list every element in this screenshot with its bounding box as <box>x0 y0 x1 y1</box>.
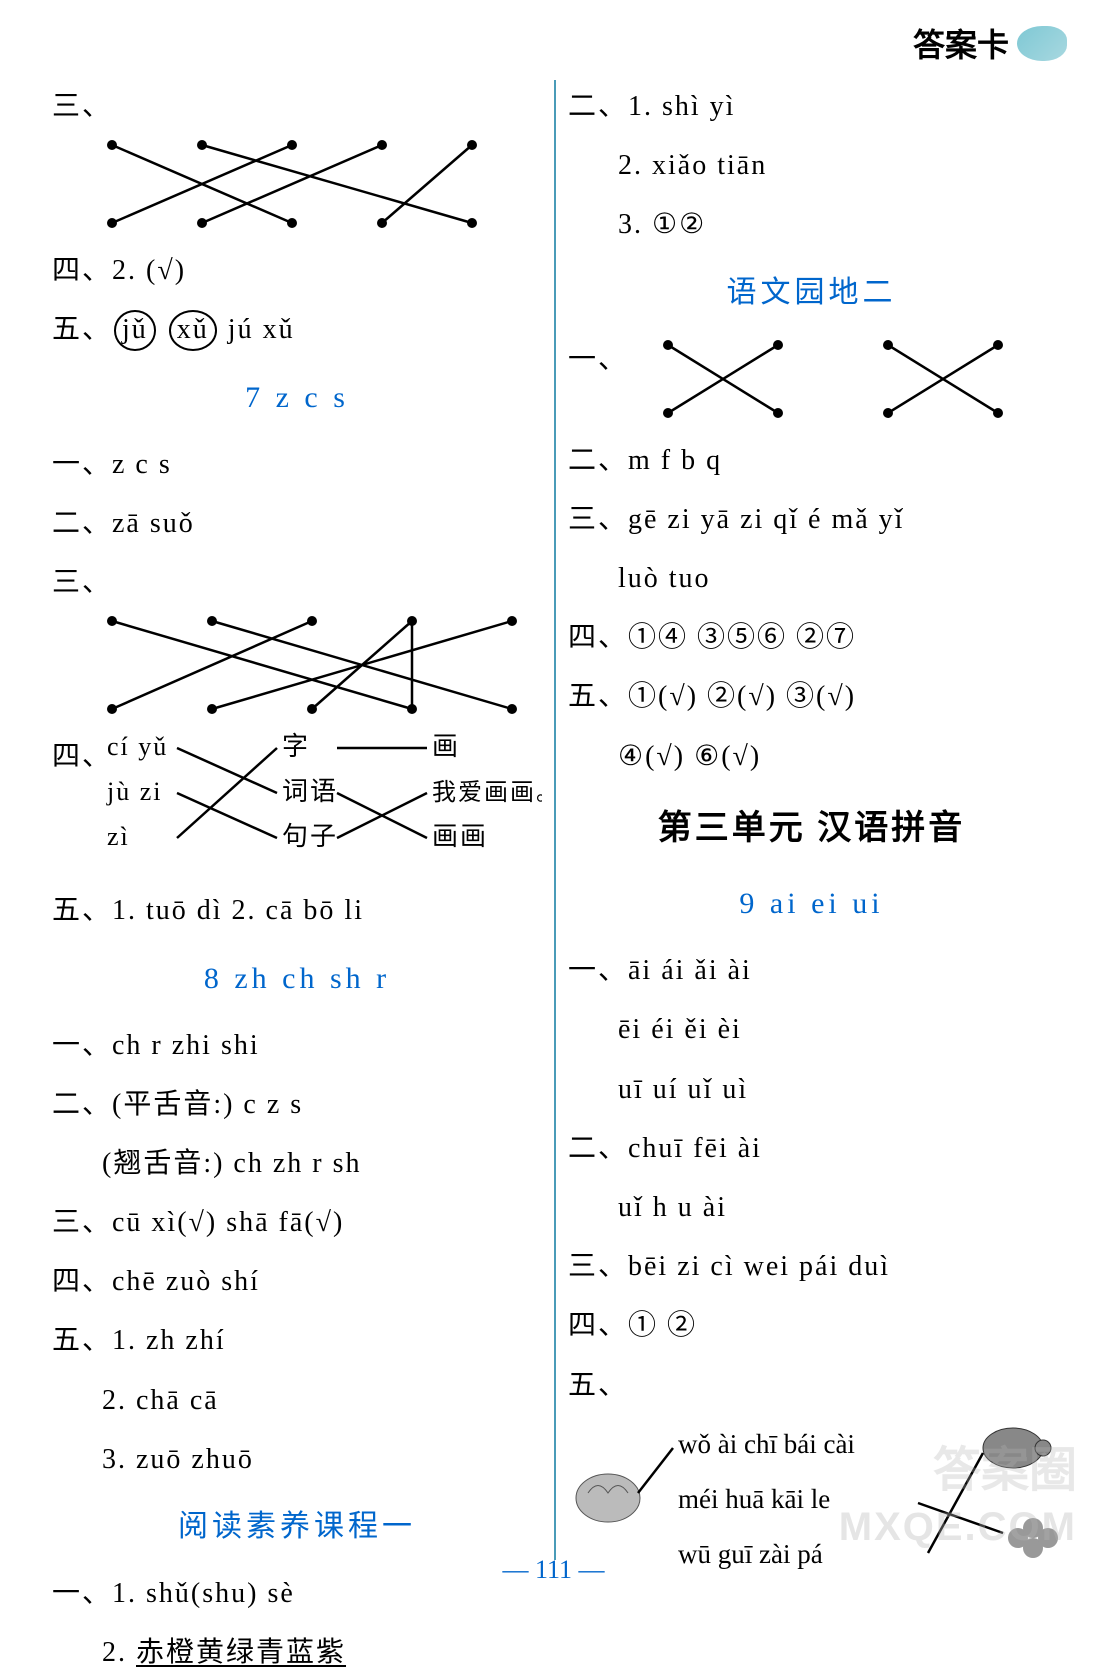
s9-q1c: uī uí uǐ uì <box>568 1063 1055 1116</box>
s8-q5b: 2. chā cā <box>52 1374 542 1427</box>
g2-q3b: luò tuo <box>568 552 1055 605</box>
s9-q2b: uǐ h u ài <box>568 1181 1055 1234</box>
right-column: 二、1. shì yì 2. xiǎo tiān 3. ①② 语文园地二 一、 … <box>556 80 1067 1560</box>
g2-q5b: ④(√) ⑥(√) <box>568 730 1055 783</box>
svg-text:字: 字 <box>282 732 310 761</box>
s7-q2: 二、zā suǒ <box>52 497 542 550</box>
cross-diagram-2 <box>52 609 542 724</box>
s8-q4: 四、chē zuò shí <box>52 1255 542 1308</box>
g2-q2: 二、m f b q <box>568 434 1055 487</box>
q3-label: 三、 <box>52 80 542 238</box>
reading-title: 阅读素养课程一 <box>52 1498 542 1555</box>
s9-q5: 五、 <box>568 1359 1055 1412</box>
svg-text:cí yǔ: cí yǔ <box>107 732 168 761</box>
s8-q1: 一、ch r zhi shi <box>52 1019 542 1072</box>
svg-text:jù zi: jù zi <box>106 777 163 806</box>
section-8-title: 8 zh ch sh r <box>52 950 542 1007</box>
s9-q1a: 一、āi ái ǎi ài <box>568 944 1055 997</box>
g2-q4: 四、①④ ③⑤⑥ ②⑦ <box>568 611 1055 664</box>
s8-q2b: (翘舌音:) ch zh r sh <box>52 1137 542 1190</box>
svg-text:画画: 画画 <box>432 822 488 851</box>
r-q2a: 二、1. shì yì <box>568 80 1055 133</box>
section-9-title: 9 ai ei ui <box>568 875 1055 932</box>
s7-q1: 一、z c s <box>52 438 542 491</box>
r-q2c: 3. ①② <box>568 198 1055 251</box>
s9-q4: 四、① ② <box>568 1299 1055 1352</box>
r-q2b: 2. xiǎo tiān <box>568 139 1055 192</box>
circled-xu: xǔ <box>169 310 217 350</box>
word-diagram: cí yǔ jù zi zì 字词语句子 画我爱画画。画画 <box>52 730 542 860</box>
s8-q3: 三、cū xì(√) shā fā(√) <box>52 1196 542 1249</box>
svg-text:我爱画画。: 我爱画画。 <box>432 779 542 806</box>
content: 三、 四、2. (√) 五、jǔ xǔ jú xǔ 7 z c s 一、z c … <box>0 0 1107 1600</box>
g2-q5a: 五、①(√) ②(√) ③(√) <box>568 670 1055 723</box>
r-q1b: 2. 赤橙黄绿青蓝紫 <box>52 1626 542 1679</box>
garden2-title: 语文园地二 <box>568 264 1055 321</box>
watermark-en: MXQE.COM <box>839 1505 1077 1550</box>
q4: 四、2. (√) <box>52 244 542 297</box>
left-column: 三、 四、2. (√) 五、jǔ xǔ jú xǔ 7 z c s 一、z c … <box>40 80 556 1560</box>
section-7-title: 7 z c s <box>52 369 542 426</box>
s9-q1b: ēi éi ěi èi <box>568 1003 1055 1056</box>
circled-ju: jǔ <box>114 310 156 350</box>
cross-diagram-1 <box>52 133 542 238</box>
g2-q3a: 三、gē zi yā zi qǐ é mǎ yǐ <box>568 493 1055 546</box>
q5: 五、jǔ xǔ jú xǔ <box>52 303 542 356</box>
svg-text:画: 画 <box>432 732 460 761</box>
s8-q5a: 五、1. zh zhí <box>52 1314 542 1367</box>
cloud-icon <box>1017 26 1067 61</box>
svg-text:词语: 词语 <box>282 777 338 806</box>
g2-q1: 一、 <box>568 333 1055 428</box>
header: 答案卡 <box>913 20 1067 66</box>
s8-q5c: 3. zuō zhuō <box>52 1433 542 1486</box>
watermark-cn: 答案圈 <box>933 1430 1077 1500</box>
svg-text:zì: zì <box>107 822 130 851</box>
s9-q2a: 二、chuī fēi ài <box>568 1122 1055 1175</box>
cross-diagram-3b <box>848 333 1038 428</box>
svg-text:wǒ ài chī bái cài: wǒ ài chī bái cài <box>678 1429 855 1459</box>
header-title: 答案卡 <box>913 20 1009 66</box>
svg-text:méi huā kāi le: méi huā kāi le <box>678 1484 830 1514</box>
s7-q3: 三、 <box>52 556 542 724</box>
s9-q3: 三、bēi zi cì wei pái duì <box>568 1240 1055 1293</box>
s7-q4: 四、 cí yǔjù zizì字词语句子画我爱画画。画画 <box>52 730 542 878</box>
s7-q5: 五、1. tuō dì 2. cā bō li <box>52 884 542 937</box>
cross-diagram-3a <box>628 333 818 428</box>
unit3-title: 第三单元 汉语拼音 <box>568 797 1055 862</box>
svg-text:句子: 句子 <box>282 822 338 851</box>
s8-q2a: 二、(平舌音:) c z s <box>52 1078 542 1131</box>
page-number: — 111 — <box>0 1555 1107 1585</box>
